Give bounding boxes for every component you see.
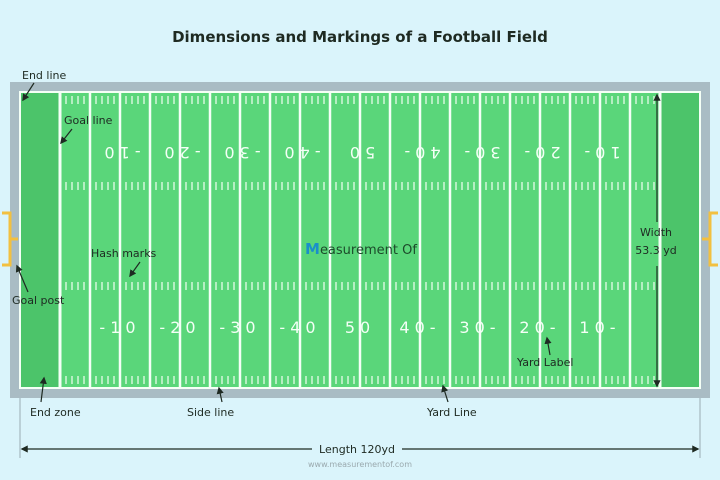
yard-number-bottom: -30 bbox=[219, 318, 260, 337]
yard-number-bottom: 40- bbox=[399, 318, 440, 337]
arrow-goal-line bbox=[60, 128, 73, 145]
label-goal-line: Goal line bbox=[64, 114, 113, 127]
yard-number-bottom: 20- bbox=[519, 318, 560, 337]
label-goal-post: Goal post bbox=[12, 294, 65, 307]
yard-number-top: -10 bbox=[99, 143, 140, 162]
label-length: Length 120yd bbox=[319, 443, 395, 456]
footer-url: www.measurementof.com bbox=[308, 460, 412, 469]
arrow-hash-marks bbox=[129, 261, 141, 278]
label-yard-label: Yard Label bbox=[516, 356, 573, 369]
watermark: Measurement Of bbox=[305, 240, 417, 258]
yard-number-top: 50 bbox=[345, 143, 375, 162]
end-zone-right bbox=[661, 93, 699, 387]
yard-number-top: -40 bbox=[279, 143, 320, 162]
yard-number-bottom: 50 bbox=[345, 318, 375, 337]
yard-number-top: 40- bbox=[399, 143, 440, 162]
arrow-goal-post bbox=[15, 264, 29, 293]
yard-number-top: 20- bbox=[519, 143, 560, 162]
label-end-line: End line bbox=[22, 69, 66, 82]
arrow-yard-line bbox=[441, 384, 449, 403]
yard-number-top: -20 bbox=[159, 143, 200, 162]
yard-number-bottom: 30- bbox=[459, 318, 500, 337]
goal-post-left bbox=[2, 211, 18, 267]
label-hash-marks: Hash marks bbox=[91, 247, 157, 260]
goal-post-right bbox=[702, 211, 718, 267]
yard-number-top: -30 bbox=[219, 143, 260, 162]
label-end-zone: End zone bbox=[30, 406, 81, 419]
diagram-title: Dimensions and Markings of a Football Fi… bbox=[172, 28, 548, 46]
yard-number-bottom: 10- bbox=[579, 318, 620, 337]
arrow-side-line bbox=[216, 386, 224, 403]
yard-number-top: 30- bbox=[459, 143, 500, 162]
label-side-line: Side line bbox=[187, 406, 234, 419]
arrow-end-line bbox=[22, 82, 35, 102]
yard-number-top: 10- bbox=[579, 143, 620, 162]
yard-number-bottom: -40 bbox=[279, 318, 320, 337]
label-yard-line: Yard Line bbox=[426, 406, 477, 419]
arrow-end-zone bbox=[39, 376, 47, 403]
label-width-value: 53.3 yd bbox=[635, 244, 676, 257]
yard-number-bottom: -20 bbox=[159, 318, 200, 337]
arrow-yard-label bbox=[544, 336, 552, 356]
yard-number-bottom: -10 bbox=[99, 318, 140, 337]
label-width: Width bbox=[640, 226, 672, 239]
end-zone-left bbox=[21, 93, 59, 387]
